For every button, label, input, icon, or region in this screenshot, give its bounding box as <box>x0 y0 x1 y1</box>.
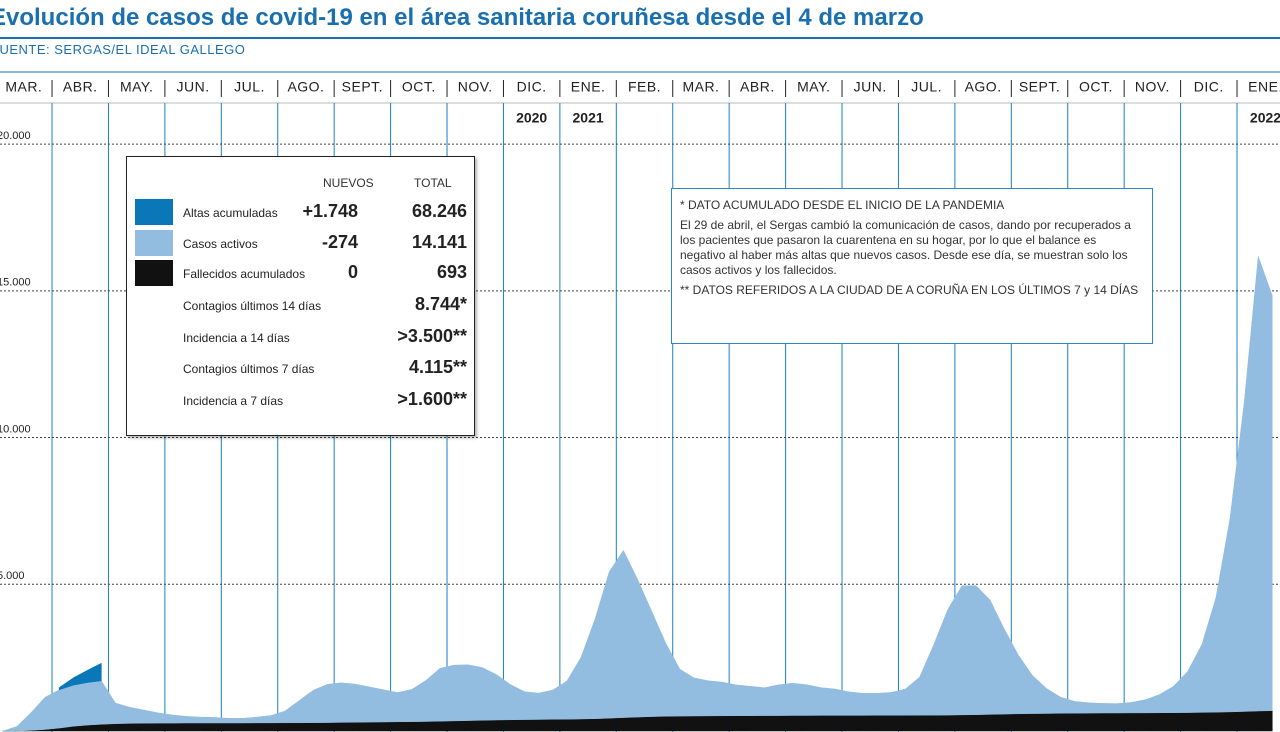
note: * DATO ACUMULADO DESDE EL INICIO DE LA P… <box>680 198 1005 212</box>
y-tick-label: 20.000 <box>0 130 31 142</box>
x-tick-label: DIC. <box>517 79 547 95</box>
x-tick-label: MAY. <box>120 79 153 95</box>
y-tick-label: 5.000 <box>0 570 25 582</box>
summary-new: -274 <box>321 232 358 252</box>
x-tick-label: SEPT. <box>342 79 383 95</box>
summary-total: 4.115** <box>408 357 467 377</box>
x-tick-label: OCT. <box>1079 79 1113 95</box>
summary-total: 693 <box>436 262 467 282</box>
summary-label: Contagios últimos 7 días <box>183 362 315 376</box>
x-tick-label: MAY. <box>797 79 830 95</box>
x-tick-label: DIC. <box>1194 79 1224 95</box>
legend-swatch <box>135 199 173 225</box>
summary-new: 0 <box>347 262 358 282</box>
column-header: TOTAL <box>414 176 452 190</box>
summary-new: +1.748 <box>302 201 358 221</box>
area <box>58 662 102 691</box>
note: ** DATOS REFERIDOS A LA CIUDAD DE A CORU… <box>680 283 1139 297</box>
x-tick-label: NOV. <box>458 79 493 95</box>
summary-row: Contagios últimos 7 días 4.115** <box>127 354 474 382</box>
x-tick-label: NOV. <box>1135 79 1170 95</box>
legend-label: Casos activos <box>183 237 258 251</box>
summary-total: 68.246 <box>411 201 467 221</box>
legend-label: Altas acumuladas <box>183 206 278 220</box>
legend-item: Altas acumuladas +1.748 68.246 <box>127 198 474 226</box>
notes-box: * DATO ACUMULADO DESDE EL INICIO DE LA P… <box>671 188 1153 344</box>
summary-row: Incidencia a 14 días >3.500** <box>127 323 474 351</box>
year-label: 2021 <box>573 110 604 126</box>
column-header: NUEVOS <box>323 176 374 190</box>
x-tick-label: SEPT. <box>1019 79 1060 95</box>
x-tick-label: ABR. <box>63 79 98 95</box>
x-tick-label: OCT. <box>402 79 436 95</box>
legend-item: Casos activos -274 14.141 <box>127 229 474 257</box>
summary-row: Incidencia a 7 días >1.600** <box>127 386 474 414</box>
chart-title: Evolución de casos de covid-19 en el áre… <box>0 4 924 31</box>
legend: NUEVOS TOTAL Altas acumuladas +1.748 68.24… <box>126 156 475 436</box>
y-tick-label: 10.000 <box>0 423 31 435</box>
chart-subtitle: FUENTE: SERGAS/EL IDEAL GALLEGO <box>0 42 246 57</box>
x-tick-label: JUN. <box>854 79 887 95</box>
legend-item: Fallecidos acumulados 0 693 <box>127 259 474 287</box>
summary-total: >3.500** <box>397 325 467 346</box>
x-tick-label: AGO. <box>287 79 324 95</box>
summary-label: Incidencia a 14 días <box>183 330 290 345</box>
x-tick-label: FEB. <box>628 79 661 95</box>
x-tick-label: ABR. <box>740 79 775 95</box>
note: El 29 de abril, el Sergas cambió la comu… <box>680 218 1131 277</box>
year-label: 2020 <box>516 110 547 126</box>
x-tick-label: MAR. <box>682 79 719 95</box>
summary-total: 8.744* <box>414 294 467 314</box>
x-tick-label: ENE. <box>571 79 606 95</box>
summary-total: >1.600** <box>397 388 467 409</box>
summary-row: Contagios últimos 14 días 8.744* <box>127 291 474 319</box>
legend-label: Fallecidos acumulados <box>183 267 306 281</box>
x-tick-label: MAR. <box>5 79 42 95</box>
x-tick-label: JUL. <box>234 79 265 95</box>
area <box>2 256 1273 732</box>
x-tick-label: AGO. <box>965 79 1002 95</box>
x-tick-label: ENE. <box>1248 79 1280 95</box>
year-label: 2022 <box>1250 110 1280 126</box>
x-tick-label: JUN. <box>177 79 210 95</box>
summary-total: 14.141 <box>411 232 467 252</box>
legend-swatch <box>135 260 173 286</box>
legend-swatch <box>135 230 173 256</box>
x-tick-label: JUL. <box>911 79 942 95</box>
y-tick-label: 15.000 <box>0 277 31 289</box>
summary-label: Incidencia a 7 días <box>183 393 284 408</box>
summary-label: Contagios últimos 14 días <box>183 299 322 313</box>
